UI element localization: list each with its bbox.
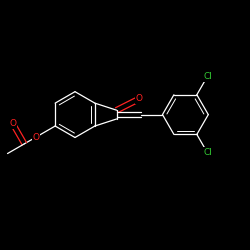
Text: Cl: Cl — [203, 72, 212, 81]
Text: O: O — [9, 119, 16, 128]
Text: O: O — [32, 132, 40, 141]
Text: O: O — [136, 94, 143, 103]
Text: Cl: Cl — [203, 148, 212, 157]
